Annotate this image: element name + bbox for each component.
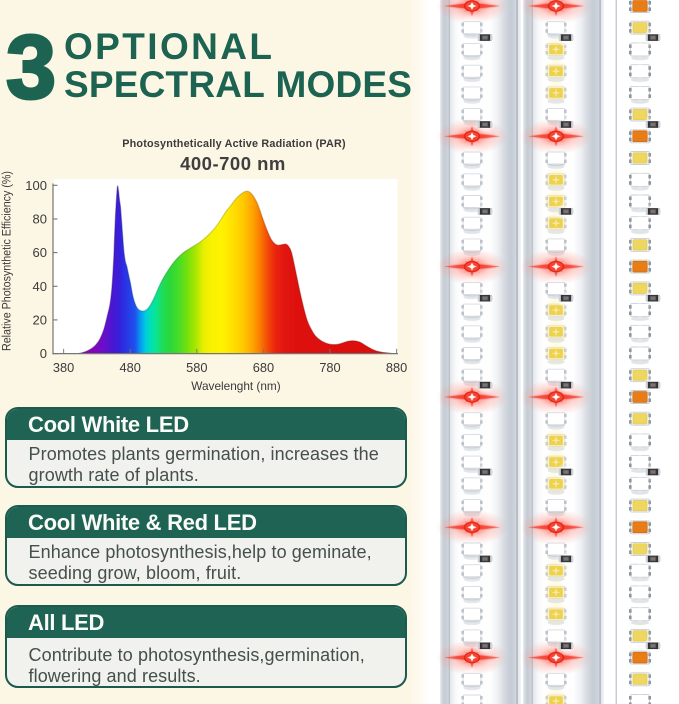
- svg-text:780: 780: [319, 360, 340, 375]
- svg-text:100: 100: [25, 178, 47, 193]
- svg-text:680: 680: [253, 360, 274, 375]
- svg-text:0: 0: [40, 346, 47, 361]
- svg-text:80: 80: [33, 212, 47, 227]
- svg-text:60: 60: [33, 245, 47, 260]
- svg-text:580: 580: [186, 360, 207, 375]
- svg-text:380: 380: [53, 360, 74, 375]
- svg-text:20: 20: [33, 312, 47, 327]
- svg-text:880: 880: [386, 360, 407, 375]
- svg-text:Wavelenght (nm): Wavelenght (nm): [191, 379, 280, 393]
- svg-text:480: 480: [120, 360, 141, 375]
- svg-text:40: 40: [33, 279, 47, 294]
- svg-text:Relative Photosynthetic Effici: Relative Photosynthetic Efficiency (%): [2, 171, 14, 351]
